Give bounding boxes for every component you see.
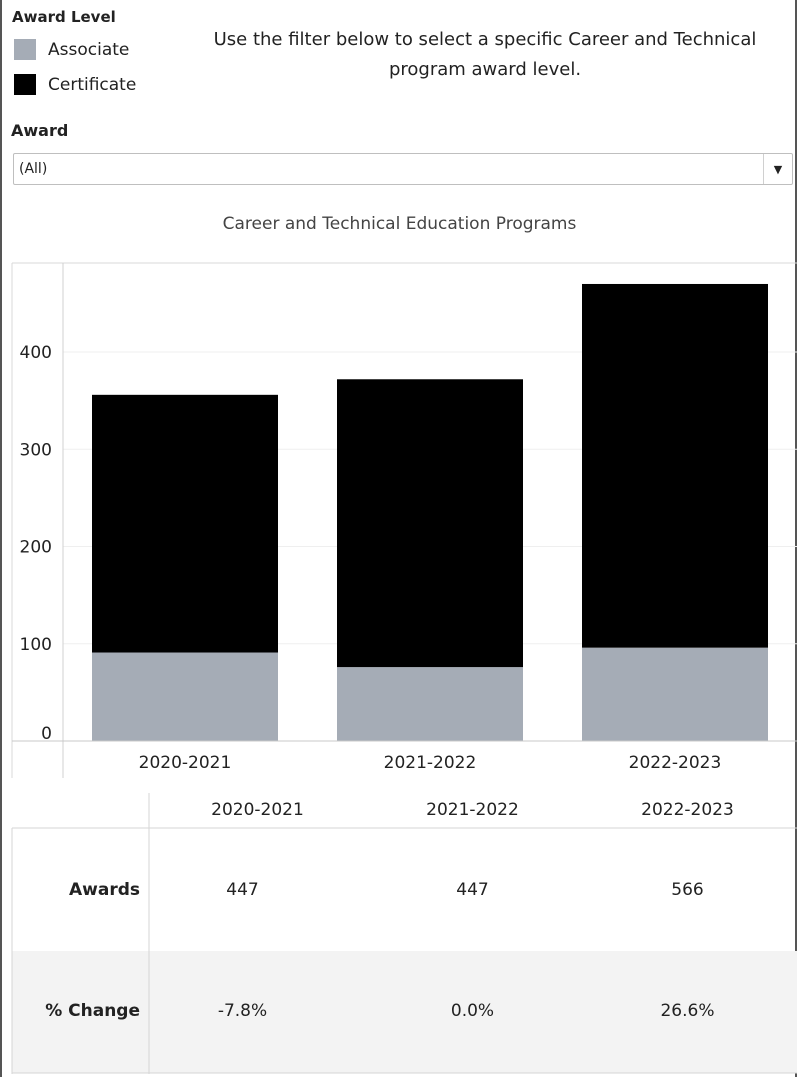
award-filter-dropdown[interactable]: (All) ▼ [13, 153, 793, 185]
table-cell: -7.8% [217, 1001, 268, 1021]
table-cell: 0.0% [450, 1001, 495, 1021]
table-header-2021-2022: 2021-2022 [426, 800, 519, 820]
bar-certificate-2020-2021 [92, 394, 278, 653]
legend-label-certificate: Certificate [48, 74, 137, 95]
filter-label: Award [11, 121, 69, 140]
y-tick-label: 0 [41, 724, 52, 744]
legend-swatch-certificate [14, 74, 36, 95]
y-tick-label: 400 [20, 343, 52, 363]
row-label-percent-change: % Change [45, 1001, 140, 1021]
table-header-2022-2023: 2022-2023 [641, 800, 734, 820]
legend-item-associate[interactable]: Associate [14, 39, 129, 60]
bar-associate-2022-2023 [582, 647, 768, 741]
table-header-2020-2021: 2020-2021 [211, 800, 304, 820]
table-cell: 447 [226, 880, 259, 900]
x-tick-label: 2020-2021 [139, 753, 232, 773]
x-tick-label: 2021-2022 [384, 753, 477, 773]
table-cell: 447 [456, 880, 489, 900]
y-tick-label: 100 [20, 635, 52, 655]
legend-label-associate: Associate [48, 39, 130, 60]
legend-swatch-associate [14, 39, 36, 60]
bar-certificate-2022-2023 [582, 283, 768, 648]
chart-title: Career and Technical Education Programs [222, 214, 577, 234]
y-tick-label: 200 [20, 538, 52, 558]
bar-associate-2020-2021 [92, 652, 278, 741]
bar-associate-2021-2022 [337, 667, 523, 741]
table-cell: 566 [671, 880, 704, 900]
y-tick-label: 300 [20, 440, 52, 460]
row-label-awards: Awards [68, 880, 140, 900]
bar-certificate-2021-2022 [337, 379, 523, 668]
x-tick-label: 2022-2023 [629, 753, 722, 773]
legend-title: Award Level [12, 8, 116, 26]
table-row-band [12, 951, 797, 1073]
instruction-text: Use the filter below to select a specifi… [213, 29, 757, 80]
filter-selected-value: (All) [19, 161, 48, 177]
table-cell: 26.6% [660, 1001, 715, 1021]
legend-item-certificate[interactable]: Certificate [14, 74, 136, 95]
chevron-down-icon[interactable]: ▼ [763, 154, 792, 184]
